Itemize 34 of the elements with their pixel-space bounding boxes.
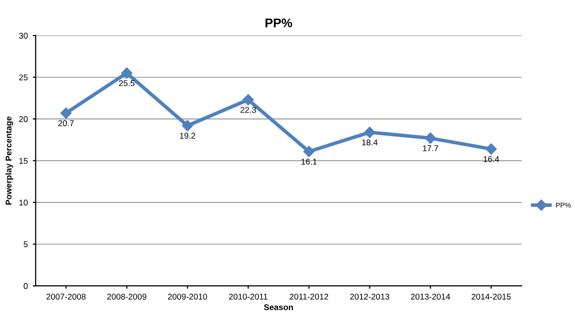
point	[60, 108, 72, 119]
data-label: 25.5	[119, 80, 135, 86]
x-tick-label: 2009-2010	[168, 294, 208, 300]
y-tick-label: 0	[24, 283, 28, 289]
data-label: 19.2	[180, 132, 196, 139]
x-tick-label: 2012-2013	[350, 294, 390, 300]
y-tick-label: 20	[19, 116, 28, 122]
data-label: 20.7	[58, 120, 74, 126]
x-tick-label: 2010-2011	[229, 294, 268, 300]
x-tick-label: 2007-2008	[46, 294, 86, 300]
x-tick-label: 2011-2012	[290, 294, 328, 300]
y-tick-label: 10	[19, 200, 28, 206]
x-tick-label: 2014-2015	[472, 294, 511, 300]
x-tick-label: 2013-2014	[410, 294, 450, 300]
data-label: 18.4	[362, 139, 378, 146]
y-tick-label: 5	[24, 241, 28, 248]
y-tick-label: 15	[19, 158, 28, 164]
point	[242, 94, 254, 106]
point	[424, 132, 436, 144]
y-tick-label: 25	[19, 74, 28, 80]
point	[182, 120, 194, 132]
data-label: 22.3	[240, 106, 256, 113]
y-tick-label: 30	[19, 32, 28, 39]
y-axis-title: Powerplay Percentage	[5, 116, 14, 205]
point	[303, 146, 315, 158]
point	[121, 67, 132, 79]
point	[486, 143, 497, 155]
data-label: 16.4	[484, 156, 500, 162]
data-label: 17.7	[422, 145, 438, 152]
x-axis-title: Season	[264, 304, 293, 310]
point	[364, 126, 376, 138]
data-label: 16.1	[301, 158, 317, 165]
chart-title: PP%	[266, 18, 292, 28]
x-tick-label: 2008-2009	[107, 294, 146, 300]
